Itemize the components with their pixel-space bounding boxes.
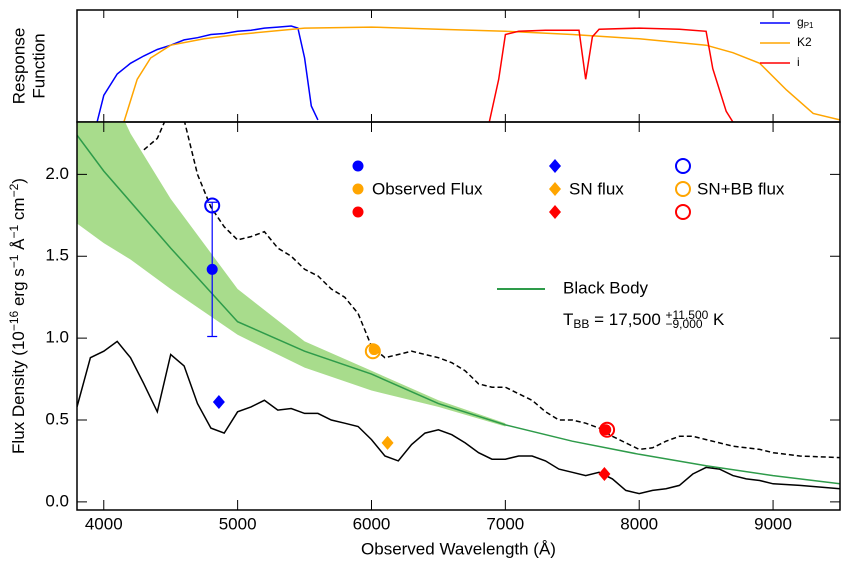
plot-layer: gP1 K2 i Response Function Observed Flux SN fl… [7,9,841,558]
text-part: +11,500 [666,308,709,322]
legend-label: SN+BB flux [697,179,785,198]
legend-label: i [797,55,800,69]
legend-subscript: P1 [804,21,814,30]
x-tick-label: 4000 [85,514,123,533]
text-part: Å [9,238,28,255]
text-part: −1 [7,254,21,268]
y-tick-label: 1.5 [45,246,69,265]
data-point [204,197,221,214]
text-part: T [563,310,573,329]
legend-marker [352,183,364,195]
text-part: −2 [7,183,21,197]
x-tick-label: 8000 [620,514,658,533]
text-part: −16 [7,310,21,331]
legend-label: K2 [797,35,812,49]
y-tick-label: 1.0 [45,328,69,347]
data-point [600,424,612,436]
plot-group [77,122,840,495]
x-tick-label: 5000 [219,514,257,533]
legend-marker [352,160,364,172]
data-point [206,263,218,275]
data-point [381,435,394,450]
legend-label: Black Body [563,278,649,297]
y-tick-label: 0.5 [45,409,69,428]
text-part: K [708,310,725,329]
legend-marker [675,158,691,174]
x-tick-label: 7000 [486,514,524,533]
x-axis-label: Observed Wavelength (Å) [361,539,556,558]
data-point [598,466,611,481]
x-tick-label: 9000 [754,514,792,533]
y-axis-label: Function [29,33,48,98]
legend-marker [549,159,561,173]
y-axis-label: Flux Density (10−16 erg s−1 Å−1 cm−2) [7,178,29,454]
plot-frame [76,121,841,511]
text-part: cm [9,197,28,224]
plot-frame [76,9,841,123]
legend-marker [549,205,561,219]
y-axis-label: Response [9,28,28,105]
legend-label: gP1 [797,15,814,30]
data-point [364,343,381,360]
y-tick-label: 0.0 [45,491,69,510]
legend-marker [549,182,561,196]
legend-label: Observed Flux [372,179,483,198]
legend-label: SN flux [569,179,624,198]
series-group [96,25,840,122]
response-line [96,25,319,122]
legend-marker [352,206,364,218]
temperature-annotation: TBB = 17,500 +11,500 −9,000 K [563,308,725,332]
text-part: Flux Density (10 [9,331,28,454]
text-part: = 17,500 [589,310,665,329]
model-line [77,134,840,485]
legend-marker [675,181,691,197]
legend-marker [675,204,691,220]
text-part: ) [9,178,28,184]
response-line [488,27,734,122]
text-part: BB [573,317,589,331]
data-point [212,394,225,409]
data-point [599,421,616,438]
x-tick-label: 6000 [353,514,391,533]
data-point [368,344,380,356]
text-part: erg s [9,268,28,311]
text-part: −1 [7,224,21,238]
uncertainty-band [77,122,506,427]
response-line [123,26,840,122]
y-tick-label: 2.0 [45,164,69,183]
spectrum-line [77,340,840,495]
spectrum-line [143,122,840,459]
text-part: −9,000 [666,317,703,331]
